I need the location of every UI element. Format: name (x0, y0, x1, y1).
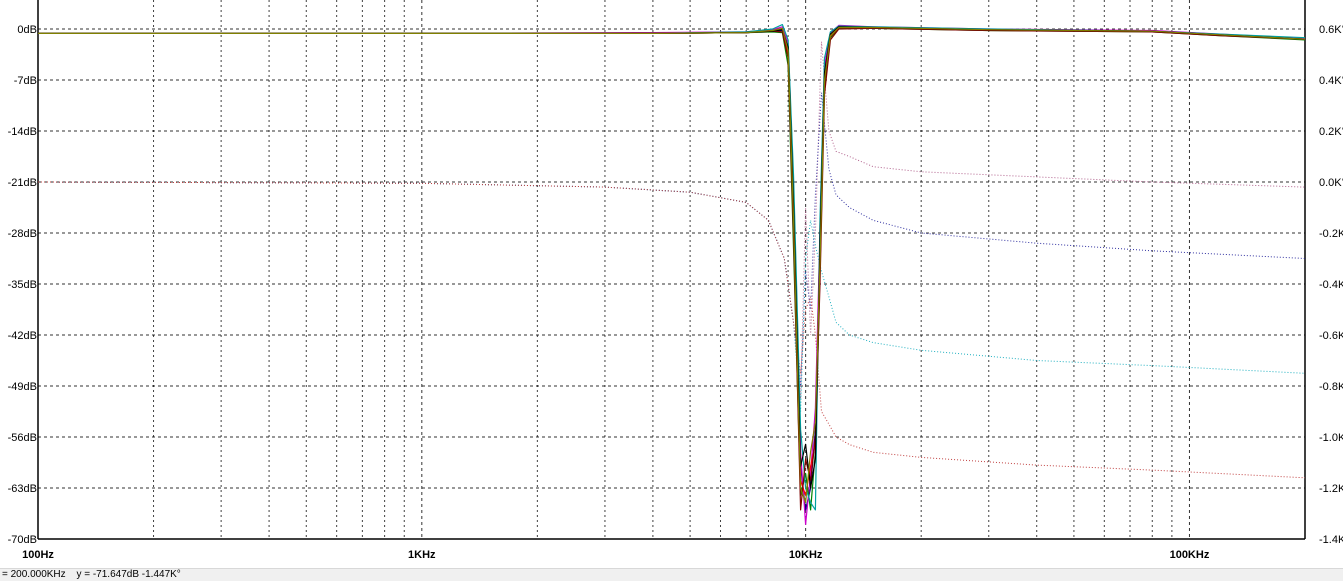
y-left-tick-label: -7dB (14, 75, 37, 87)
magnitude-trace-2 (38, 24, 1306, 526)
y-right-tick-label: -0.8K° (1319, 381, 1343, 393)
phase-trace-3 (37, 181, 1306, 412)
y-left-tick-label: -49dB (8, 381, 37, 393)
magnitude-trace-6 (38, 27, 1306, 511)
magnitude-traces (38, 24, 1306, 526)
y-left-tick-label: -70dB (8, 534, 37, 546)
y-left-tick-label: -42dB (8, 330, 37, 342)
cursor-x-readout: = 200.000KHz (2, 569, 66, 580)
y-left-tick-label: -56dB (8, 432, 37, 444)
y-right-tick-label: 0.4K° (1319, 75, 1343, 87)
x-tick-label: 1KHz (408, 549, 436, 561)
y-left-tick-label: -63dB (8, 483, 37, 495)
y-right-tick-label: 0.2K° (1319, 126, 1343, 138)
y-right-tick-label: -1.2K° (1319, 483, 1343, 495)
x-axis-labels: 100Hz 1KHz 10KHz 100KHz (22, 549, 1210, 561)
y-left-tick-label: 0dB (17, 24, 37, 36)
plot-axes (37, 0, 1306, 540)
y-right-tick-label: -1.4K° (1319, 534, 1343, 546)
y-right-tick-label: -0.6K° (1319, 330, 1343, 342)
magnitude-trace-3 (38, 27, 1306, 511)
phase-trace-2 (37, 92, 1306, 387)
y-left-tick-label: -14dB (8, 126, 37, 138)
x-tick-label: 100KHz (1170, 549, 1210, 561)
phase-trace-1 (37, 41, 1306, 399)
magnitude-trace-5 (38, 24, 1306, 511)
y-left-tick-label: -21dB (8, 177, 37, 189)
y-right-tick-label: -1.0K° (1319, 432, 1343, 444)
y-right-tick-label: -0.2K° (1319, 228, 1343, 240)
y-right-tick-label: 0.6K° (1319, 24, 1343, 36)
y-right-tick-label: -0.4K° (1319, 279, 1343, 291)
magnitude-trace-4 (38, 26, 1306, 496)
y-left-tick-label: -35dB (8, 279, 37, 291)
cursor-y-readout: y = -71.647dB -1.447K° (76, 569, 181, 580)
y-right-tick-label: 0.0K° (1319, 177, 1343, 189)
x-tick-label: 100Hz (22, 549, 54, 561)
plot-grid (37, 0, 1306, 540)
phase-traces (37, 41, 1306, 479)
y-axis-left-labels: 0dB -7dB -14dB -21dB -28dB -35dB -42dB -49dB -56… (8, 24, 37, 546)
bode-plot[interactable]: 0dB -7dB -14dB -21dB -28dB -35dB -42dB -49dB -56… (0, 0, 1343, 568)
status-bar: = 200.000KHz y = -71.647dB -1.447K° (0, 568, 1343, 581)
phase-trace-4 (37, 181, 1306, 479)
magnitude-trace-8 (38, 26, 1306, 504)
y-left-tick-label: -28dB (8, 228, 37, 240)
magnitude-trace-7 (38, 26, 1306, 489)
y-axis-right-labels: 0.6K° 0.4K° 0.2K° 0.0K° -0.2K° -0.4K° -0.6K° -0… (1319, 24, 1343, 546)
x-tick-label: 10KHz (789, 549, 823, 561)
